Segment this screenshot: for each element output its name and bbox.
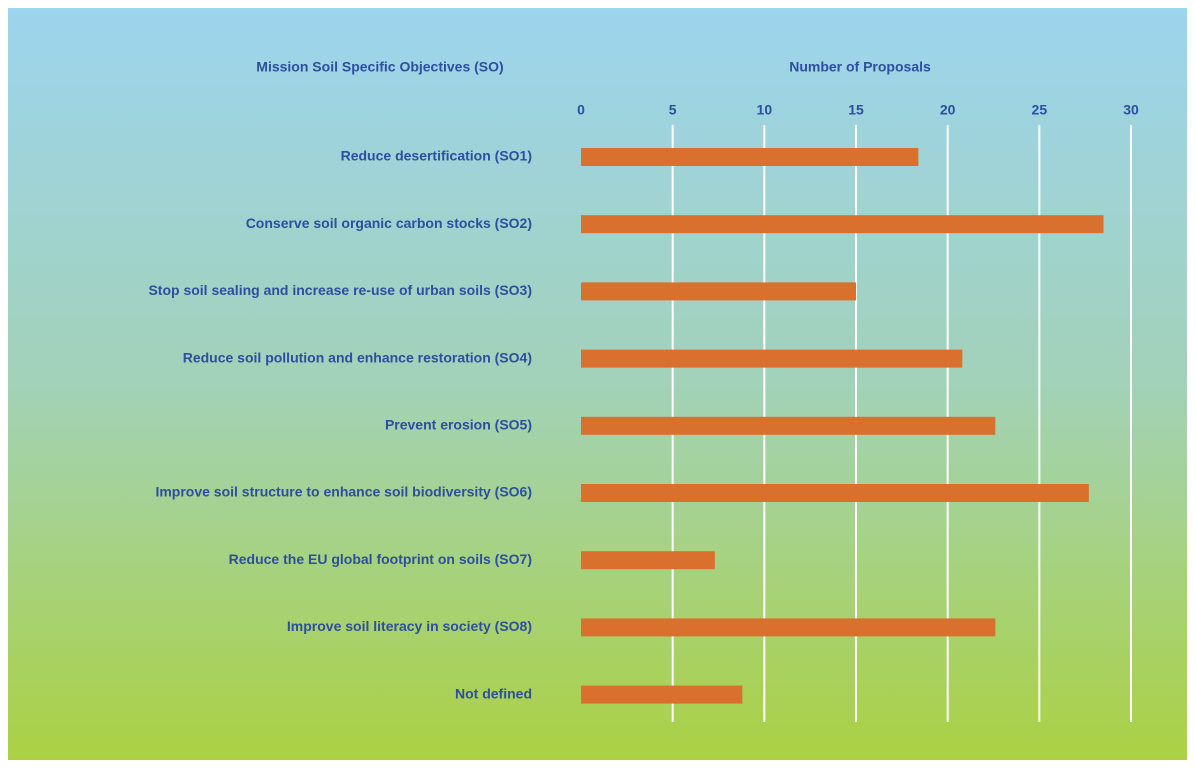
x-tick-label: 10 [757,102,773,118]
bar [581,215,1104,234]
bar [581,618,996,637]
x-tick-label: 20 [940,102,956,118]
category-label: Conserve soil organic carbon stocks (SO2… [246,215,532,231]
value-axis-label: Number of Proposals [789,59,931,75]
bar [581,148,919,166]
bar [581,282,856,301]
bar [581,349,963,368]
x-tick-label: 15 [848,102,864,118]
bar [581,416,996,435]
x-tick-label: 0 [577,102,585,118]
category-label: Reduce soil pollution and enhance restor… [183,349,532,365]
category-label: Improve soil structure to enhance soil b… [155,484,532,500]
bar [581,484,1089,502]
category-label: Not defined [455,685,532,701]
x-tick-label: 30 [1123,102,1139,118]
category-label: Reduce the EU global footprint on soils … [229,551,532,567]
x-tick-label: 5 [669,102,677,118]
category-label: Improve soil literacy in society (SO8) [287,618,532,634]
bar [581,685,743,704]
category-label: Stop soil sealing and increase re-use of… [148,282,532,298]
bar [581,551,715,570]
category-label: Reduce desertification (SO1) [341,148,532,164]
category-axis-label: Mission Soil Specific Objectives (SO) [256,59,503,75]
category-label: Prevent erosion (SO5) [385,417,532,433]
x-tick-label: 25 [1032,102,1048,118]
background [8,8,1187,760]
